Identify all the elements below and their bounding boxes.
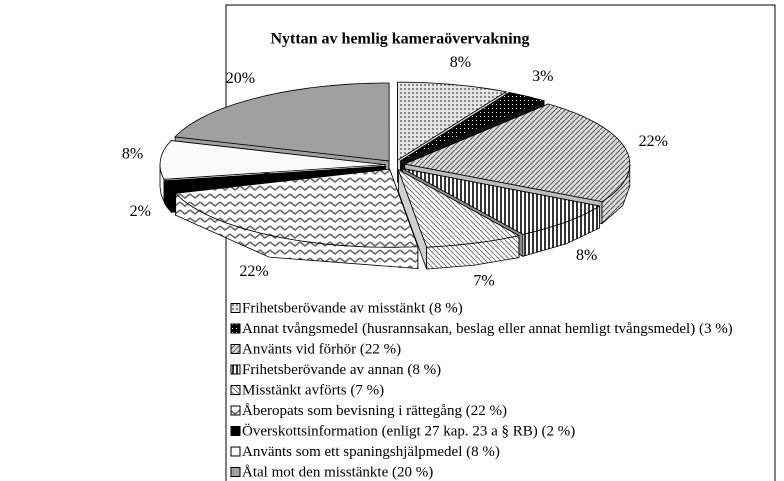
slice-top <box>400 92 546 162</box>
legend-swatch <box>230 323 241 334</box>
legend-label: Använts som ett spaningshjälpmedel (8 %) <box>242 444 500 460</box>
slice-top <box>174 82 390 162</box>
legend-label: Frihetsberövande av annan (8 %) <box>242 362 441 378</box>
slice <box>174 168 419 270</box>
legend-swatch <box>230 426 241 436</box>
data-label: 7% <box>473 273 494 290</box>
legend-label: Använts vid förhör (22 %) <box>242 341 401 357</box>
data-label: 22% <box>239 263 268 280</box>
slice <box>397 168 521 270</box>
legend-swatch <box>230 364 241 375</box>
chart-title: Nyttan av hemlig kameraövervakning <box>270 31 529 48</box>
slice-top <box>397 81 507 161</box>
legend-label: Misstänkt avförts (7 %) <box>242 382 384 398</box>
legend-swatch <box>230 385 241 395</box>
slice-top <box>402 168 601 235</box>
legend-swatch <box>230 467 241 477</box>
legend-label: Åberopats som bevisning i rättegång (22 … <box>242 403 507 419</box>
legend-label: Annat tvångsmedel (husrannsakan, beslag … <box>242 321 733 337</box>
legend-swatch <box>230 344 241 354</box>
data-label: 8% <box>576 247 597 264</box>
slice-top <box>403 103 631 203</box>
slice-top <box>397 168 521 248</box>
legend-label: Frihetsberövande av misstänkt (8 %) <box>242 300 463 316</box>
slice-top <box>163 165 386 191</box>
legend-label: Åtal mot den misstänkte (20 %) <box>242 464 433 480</box>
legend-swatch <box>230 405 241 416</box>
legend: Frihetsberövande av misstänkt (8 %) Annat… <box>230 300 733 480</box>
data-label: 20% <box>226 70 255 87</box>
legend-swatch <box>230 303 241 313</box>
data-label: 22% <box>639 133 668 150</box>
legend-swatch <box>230 446 241 457</box>
data-label: 8% <box>450 54 471 71</box>
data-label: 2% <box>130 203 151 220</box>
slice-top <box>159 140 386 180</box>
data-label: 8% <box>122 145 143 162</box>
legend-label: Överskottsinformation (enligt 27 kap. 23… <box>242 422 575 439</box>
pie: 8% 3% 22% 8% 7% 22% 2% 8% 20% <box>122 54 668 290</box>
frame <box>225 4 776 481</box>
slice-top <box>174 168 419 248</box>
data-label: 3% <box>532 68 553 85</box>
